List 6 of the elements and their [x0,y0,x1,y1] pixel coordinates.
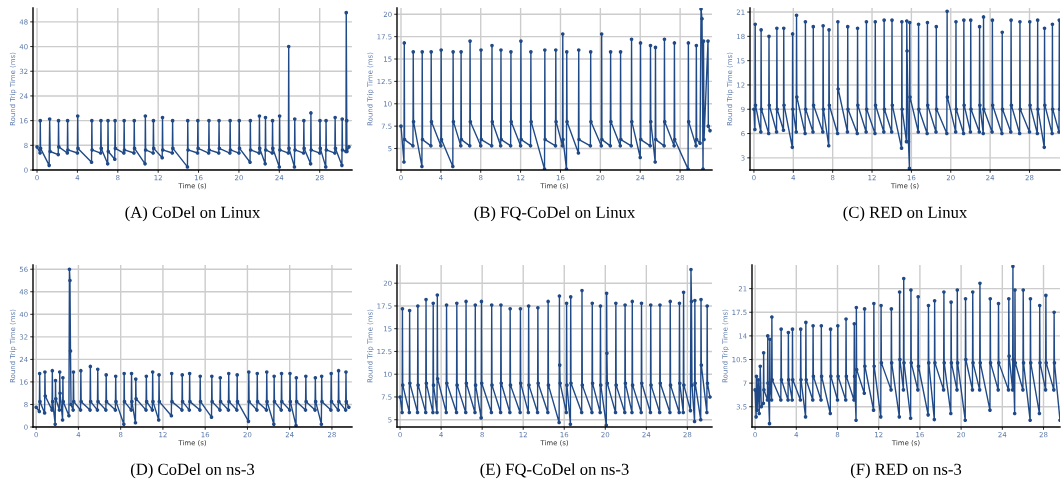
text: (B) FQ-CoDel on Linux [474,206,636,222]
text: (E) FQ-CoDel on ns-3 [480,463,629,479]
text: (D) CoDel on ns-3 [130,463,255,479]
text: (A) CoDel on Linux [125,206,261,222]
text: (F) RED on ns-3 [850,463,962,479]
text: (C) RED on Linux [843,206,968,222]
